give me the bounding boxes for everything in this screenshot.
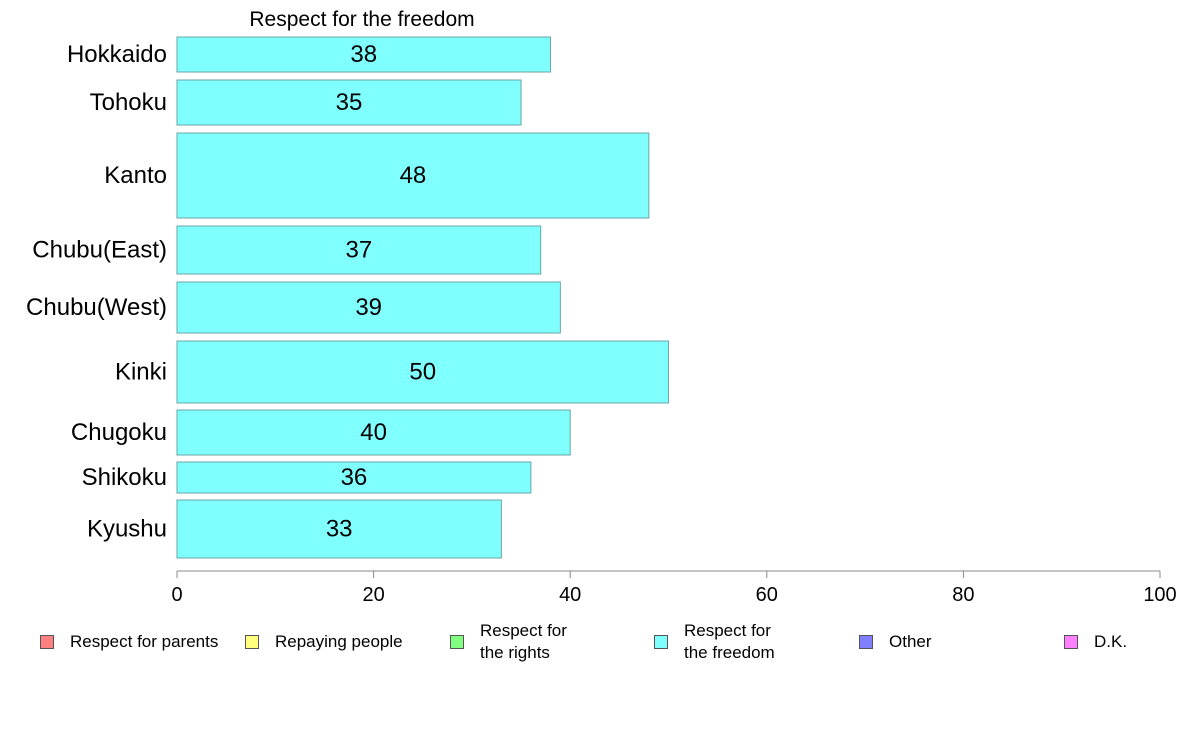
legend-item-repaying-people: Repaying people	[245, 612, 425, 672]
data-label: 38	[350, 41, 377, 68]
category-label: Tohoku	[90, 89, 167, 116]
legend-label: Respect for parents	[70, 632, 219, 651]
x-tick-label: 60	[756, 584, 778, 606]
legend-item-other: Other	[859, 612, 1039, 672]
legend-label: Repaying people	[275, 632, 403, 651]
category-label: Shikoku	[82, 464, 167, 491]
legend-label: Other	[889, 632, 932, 651]
legend-label: Respect for the rights	[480, 621, 567, 662]
bar-chubu-west	[176, 281, 561, 334]
data-label: 36	[341, 464, 368, 491]
bars-group: Hokkaido 38 Tohoku 35 Kanto 48 Chubu(East) 37 Ch…	[26, 36, 669, 559]
bar-chubu-east	[176, 225, 542, 275]
data-label: 39	[355, 294, 382, 321]
legend-swatch	[654, 635, 668, 649]
data-label: 50	[409, 359, 436, 386]
legend-swatch	[450, 635, 464, 649]
bar-kinki	[176, 340, 669, 404]
bar-shikoku	[176, 461, 532, 494]
bar-chart: Respect for the freedom Hokkaido 38 Tohoku…	[26, 8, 1177, 606]
legend-item-respect-for-the-rights: Respect for the rights	[450, 612, 590, 672]
legend-label: Respect for the freedom	[684, 621, 775, 662]
data-label: 35	[336, 89, 363, 116]
legend-swatch	[859, 635, 873, 649]
category-label: Chubu(East)	[32, 237, 167, 264]
x-tick-label: 0	[171, 584, 182, 606]
data-label: 33	[326, 516, 353, 543]
x-tick-label: 40	[559, 584, 581, 606]
data-label: 48	[400, 162, 427, 189]
legend: Respect for parents Repaying people Resp…	[0, 612, 1188, 672]
x-axis: 0 20 40 60 80 100	[171, 570, 1177, 606]
data-label: 40	[360, 419, 387, 446]
legend-swatch	[40, 635, 54, 649]
legend-item-respect-for-parents: Respect for parents	[40, 612, 220, 672]
bar-kanto	[176, 132, 650, 219]
data-label: 37	[346, 237, 373, 264]
legend-swatch	[1064, 635, 1078, 649]
bar-chugoku	[176, 409, 571, 456]
category-label: Kyushu	[87, 516, 167, 543]
category-label: Kanto	[104, 162, 167, 189]
legend-swatch	[245, 635, 259, 649]
x-tick-label: 80	[952, 584, 974, 606]
x-tick-label: 20	[362, 584, 384, 606]
legend-item-dk: D.K.	[1064, 612, 1188, 672]
legend-item-respect-for-the-freedom: Respect for the freedom	[654, 612, 794, 672]
legend-label: D.K.	[1094, 632, 1128, 651]
bar-hokkaido	[176, 36, 552, 73]
category-label: Hokkaido	[67, 41, 167, 68]
bar-tohoku	[176, 79, 522, 126]
category-label: Kinki	[115, 359, 167, 386]
chart-title: Respect for the freedom	[249, 8, 474, 31]
category-label: Chubu(West)	[26, 294, 167, 321]
category-label: Chugoku	[71, 419, 167, 446]
bar-kyushu	[176, 499, 502, 559]
x-tick-label: 100	[1143, 584, 1176, 606]
